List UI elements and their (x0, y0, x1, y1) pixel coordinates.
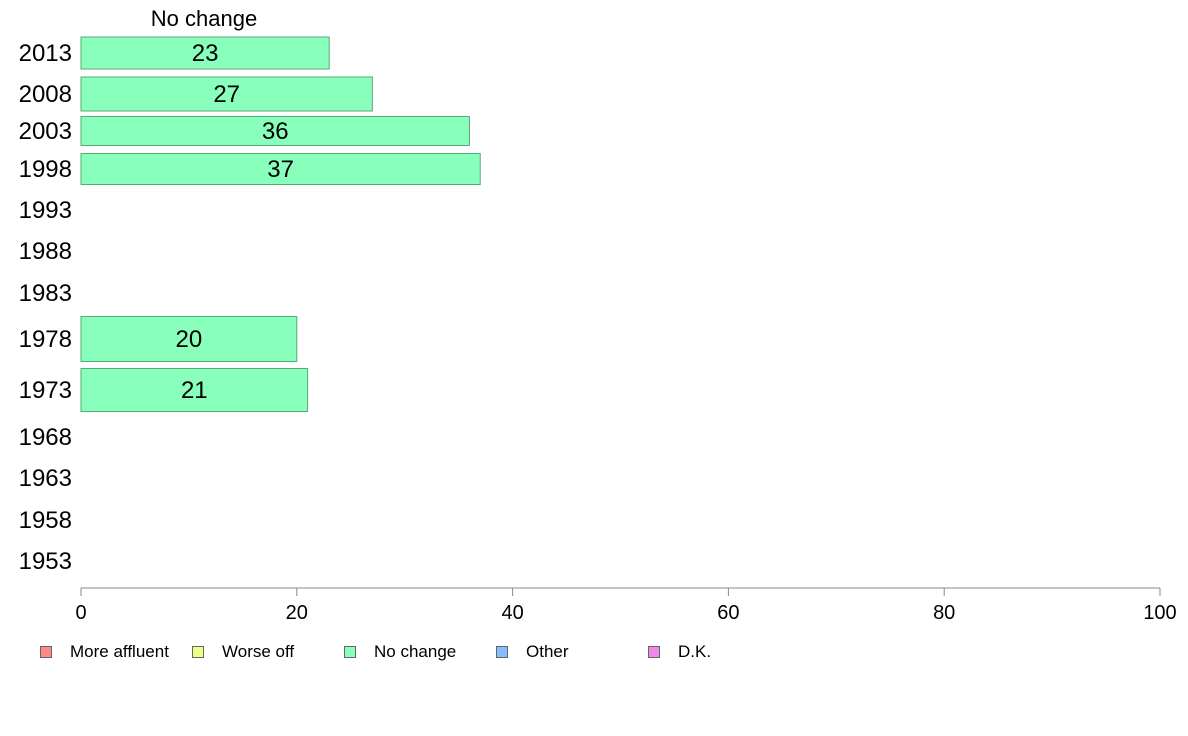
bar (80, 36, 330, 70)
bar-value-label: 27 (213, 81, 240, 108)
legend-swatch (648, 646, 660, 658)
legend-swatch (40, 646, 52, 658)
x-tick-label: 60 (717, 602, 739, 624)
year-label: 1998 (19, 156, 72, 183)
legend: More affluent Worse off No change Other … (40, 641, 760, 663)
legend-label: D.K. (678, 642, 712, 661)
series-title: No change (151, 6, 257, 31)
x-tick-label: 40 (501, 602, 523, 624)
x-axis: 0 20 40 60 80 100 (75, 587, 1177, 624)
legend-label: No change (374, 642, 457, 661)
legend-label: More affluent (70, 642, 169, 661)
legend-item-dk: D.K. (648, 641, 711, 663)
x-tick-label: 20 (286, 602, 308, 624)
year-label: 1958 (19, 507, 72, 534)
year-label: 1953 (19, 548, 72, 575)
bar-value-label: 21 (181, 377, 208, 404)
year-label: 1973 (19, 377, 72, 404)
year-label: 1983 (19, 280, 72, 307)
year-label: 1988 (19, 238, 72, 265)
legend-swatch (496, 646, 508, 658)
legend-item-more-affluent: More affluent (40, 641, 169, 663)
bar (80, 116, 470, 146)
legend-swatch (344, 646, 356, 658)
x-tick-label: 100 (1143, 602, 1176, 624)
bar (80, 368, 309, 412)
bar-value-label: 36 (262, 118, 289, 145)
year-label: 2008 (19, 81, 72, 108)
legend-label: Worse off (222, 642, 295, 661)
year-label: 1978 (19, 326, 72, 353)
year-label: 2003 (19, 118, 72, 145)
x-tick-label: 0 (75, 602, 86, 624)
legend-item-worse-off: Worse off (192, 641, 294, 663)
year-label: 2013 (19, 40, 72, 67)
x-tick-label: 80 (933, 602, 955, 624)
bar-value-label: 37 (267, 156, 294, 183)
year-label: 1968 (19, 424, 72, 451)
bar-value-label: 23 (192, 40, 219, 67)
bar-value-label: 20 (176, 326, 203, 353)
bar (80, 76, 373, 112)
year-label: 1993 (19, 197, 72, 224)
legend-item-other: Other (496, 641, 569, 663)
legend-label: Other (526, 642, 569, 661)
year-labels: 2013 2008 2003 1998 1993 1988 1983 1978 1973 1968… (19, 40, 72, 575)
bar (80, 316, 298, 362)
bar (80, 153, 481, 185)
bars: 23 27 36 37 20 21 (80, 36, 481, 412)
year-label: 1963 (19, 465, 72, 492)
legend-item-no-change: No change (344, 641, 456, 663)
legend-swatch (192, 646, 204, 658)
